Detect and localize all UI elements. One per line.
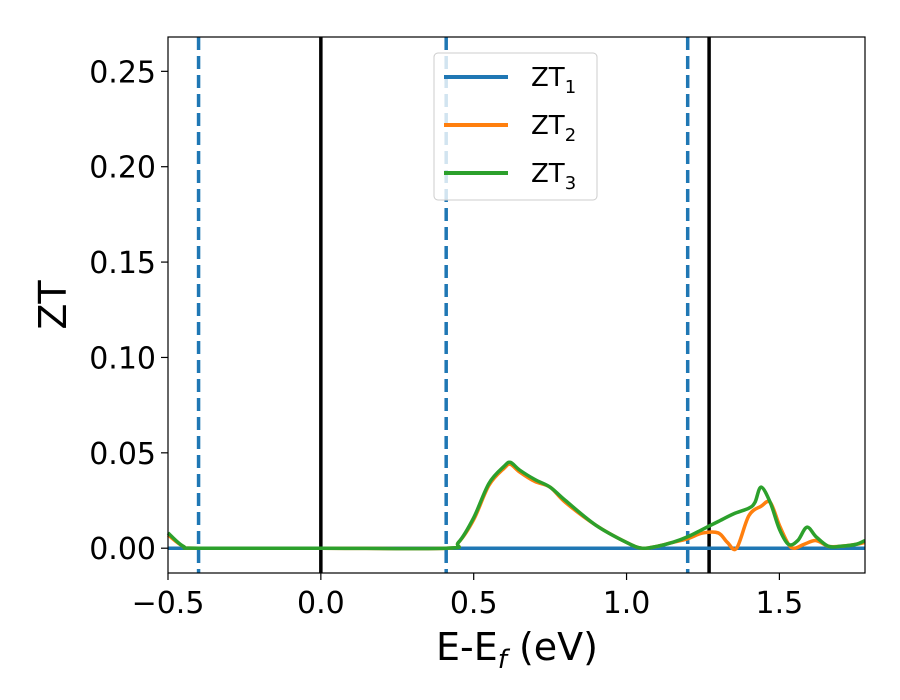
y-tick-label: 0.05 xyxy=(89,437,156,472)
legend-label-subscript: 3 xyxy=(565,173,576,194)
legend-label-zt1: ZT1 xyxy=(531,63,576,98)
x-axis-ticks: −0.5 0.0 0.5 1.0 1.5 xyxy=(132,573,804,621)
vertical-reference-lines xyxy=(196,37,711,573)
x-axis-title: E-Ef (eV) xyxy=(436,625,598,675)
legend-label-zt2: ZT2 xyxy=(531,111,576,146)
plot-frame xyxy=(167,36,866,574)
y-tick-label: 0.20 xyxy=(89,151,156,186)
legend-label-zt3: ZT3 xyxy=(531,159,576,194)
x-tick-label: 1.0 xyxy=(603,586,651,621)
legend-label-main: ZT xyxy=(531,159,565,189)
x-tick-label: 1.5 xyxy=(756,586,804,621)
y-tick-label: 0.25 xyxy=(89,55,156,90)
x-axis-title-unit: (eV) xyxy=(507,625,598,669)
legend-box xyxy=(433,52,598,201)
y-axis-title: ZT xyxy=(31,280,75,330)
x-tick-label: 0.0 xyxy=(297,586,345,621)
x-axis-title-main: E-E xyxy=(436,625,498,669)
legend-label-main: ZT xyxy=(531,111,565,141)
y-tick-label: 0.10 xyxy=(89,341,156,376)
y-axis-ticks: 0.00 0.05 0.10 0.15 0.20 0.25 xyxy=(89,55,168,567)
legend-label-main: ZT xyxy=(531,63,565,93)
x-tick-label: 0.5 xyxy=(450,586,498,621)
y-tick-label: 0.15 xyxy=(89,246,156,281)
series-line-zt3 xyxy=(166,460,866,551)
legend-label-subscript: 1 xyxy=(565,77,576,98)
y-tick-label: 0.00 xyxy=(89,532,156,567)
legend-label-subscript: 2 xyxy=(565,125,576,146)
series-layer xyxy=(166,460,866,552)
x-tick-label: −0.5 xyxy=(132,586,205,621)
